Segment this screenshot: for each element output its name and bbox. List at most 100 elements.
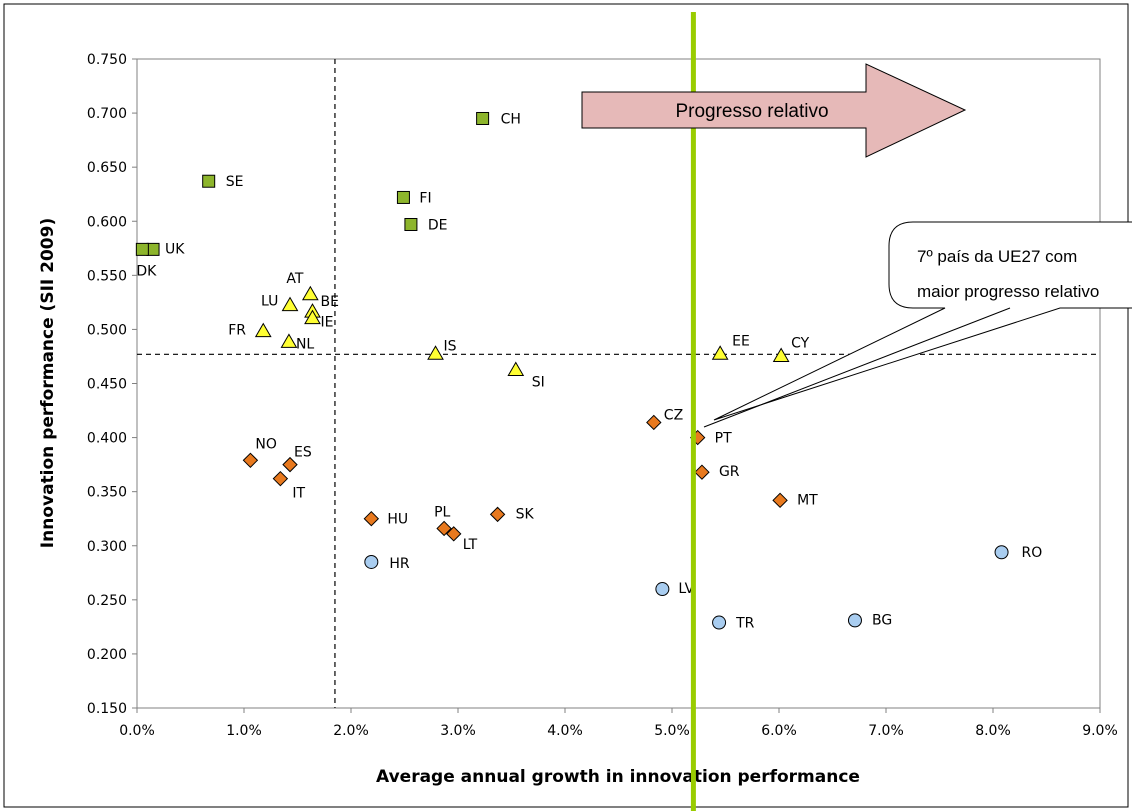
y-tick-label: 0.250	[87, 593, 127, 609]
y-tick-label: 0.300	[87, 539, 127, 555]
x-axis-title: Average annual growth in innovation perf…	[376, 767, 860, 787]
label-lv: LV	[678, 581, 694, 597]
x-tick-label: 9.0%	[1082, 723, 1118, 739]
label-pt: PT	[715, 431, 732, 447]
x-tick-label: 8.0%	[975, 723, 1011, 739]
label-ee: EE	[732, 333, 750, 349]
label-hu: HU	[387, 512, 408, 528]
label-es: ES	[294, 445, 312, 461]
label-lt: LT	[463, 537, 478, 553]
point-hu	[363, 511, 380, 527]
point-hr	[364, 554, 379, 569]
point-nl	[280, 333, 298, 348]
point-is	[427, 345, 444, 360]
y-tick-label: 0.150	[87, 701, 127, 717]
point-gr	[694, 464, 710, 480]
label-tr: TR	[735, 616, 755, 632]
point-pl	[436, 520, 452, 537]
point-ee	[711, 345, 729, 360]
label-si: SI	[532, 375, 545, 391]
point-no	[242, 452, 259, 469]
callout: 7º país da UE27 com maior progresso rela…	[703, 221, 1132, 428]
point-ro	[994, 545, 1009, 560]
y-tick-label: 0.400	[87, 431, 127, 447]
label-be: BE	[320, 294, 338, 310]
x-tick-label: 5.0%	[654, 723, 690, 739]
label-se: SE	[226, 174, 244, 190]
point-cy	[772, 347, 790, 362]
label-bg: BG	[872, 612, 892, 628]
point-labels: CH SE FI DE UK DK AT LU BE IE FR NL IS SI EE CY CZ PT GR MT…	[136, 111, 1042, 631]
y-tick-label: 0.500	[87, 322, 127, 338]
callout-pointer-2	[703, 307, 1011, 428]
label-at: AT	[286, 271, 303, 287]
point-de	[404, 217, 418, 231]
y-tick-label: 0.700	[87, 106, 127, 122]
point-lv	[655, 582, 670, 597]
point-ch	[476, 111, 490, 125]
progress-arrow-text: Progresso relativo	[675, 101, 828, 122]
x-axis: 0.0% 1.0% 2.0% 3.0% 4.0% 5.0% 6.0% 7.0% 8.0% 9.0%	[119, 708, 1118, 739]
label-cz: CZ	[664, 407, 683, 423]
label-is: IS	[444, 338, 457, 354]
label-de: DE	[428, 217, 448, 233]
callout-line-1: 7º país da UE27 com	[917, 247, 1077, 266]
y-tick-label: 0.550	[87, 268, 127, 284]
point-bg	[847, 613, 862, 628]
label-uk: UK	[165, 241, 185, 257]
point-it	[272, 470, 289, 487]
x-tick-label: 4.0%	[547, 723, 583, 739]
point-mt	[772, 492, 788, 509]
label-ch: CH	[501, 111, 521, 127]
label-pl: PL	[434, 504, 450, 520]
point-lt	[446, 526, 462, 542]
label-it: IT	[292, 486, 305, 502]
label-ie: IE	[320, 315, 333, 331]
callout-line-2: maior progresso relativo	[917, 282, 1099, 301]
progress-arrow: Progresso relativo	[581, 63, 967, 158]
point-fr	[254, 322, 272, 338]
reference-lines	[137, 59, 1100, 708]
label-ro: RO	[1022, 545, 1043, 561]
label-fr: FR	[228, 323, 246, 339]
point-lu	[281, 296, 299, 312]
x-tick-label: 6.0%	[761, 723, 797, 739]
y-tick-label: 0.750	[87, 52, 127, 68]
label-fi: FI	[419, 190, 431, 206]
point-at	[301, 285, 319, 301]
point-tr	[712, 615, 727, 630]
x-tick-label: 3.0%	[440, 723, 476, 739]
x-tick-label: 2.0%	[333, 723, 369, 739]
point-si	[507, 361, 525, 377]
y-axis: 0.150 0.200 0.250 0.300 0.350 0.400 0.450 0.500…	[87, 52, 137, 717]
label-mt: MT	[797, 492, 818, 508]
x-tick-label: 7.0%	[868, 723, 904, 739]
label-sk: SK	[516, 506, 535, 522]
label-cy: CY	[791, 335, 810, 351]
y-tick-label: 0.600	[87, 214, 127, 230]
point-sk	[489, 506, 506, 523]
label-gr: GR	[719, 464, 740, 480]
y-tick-label: 0.200	[87, 647, 127, 663]
label-lu: LU	[261, 294, 278, 310]
label-no: NO	[255, 436, 276, 452]
x-tick-label: 0.0%	[119, 723, 155, 739]
x-tick-label: 1.0%	[226, 723, 262, 739]
point-se	[202, 174, 216, 188]
point-dk	[135, 242, 149, 256]
progress-arrow-shape	[581, 63, 967, 158]
plot-area	[136, 58, 1101, 709]
label-nl: NL	[296, 336, 314, 352]
point-fi	[396, 190, 410, 204]
label-dk: DK	[136, 263, 157, 279]
point-es	[282, 456, 298, 473]
y-axis-title: Innovation performance (SII 2009)	[38, 218, 58, 548]
point-ie	[304, 309, 321, 325]
data-points	[135, 111, 1009, 630]
callout-bubble	[713, 221, 1132, 421]
y-tick-label: 0.650	[87, 160, 127, 176]
y-tick-label: 0.450	[87, 377, 127, 393]
point-cz	[646, 414, 662, 431]
y-tick-label: 0.350	[87, 485, 127, 501]
